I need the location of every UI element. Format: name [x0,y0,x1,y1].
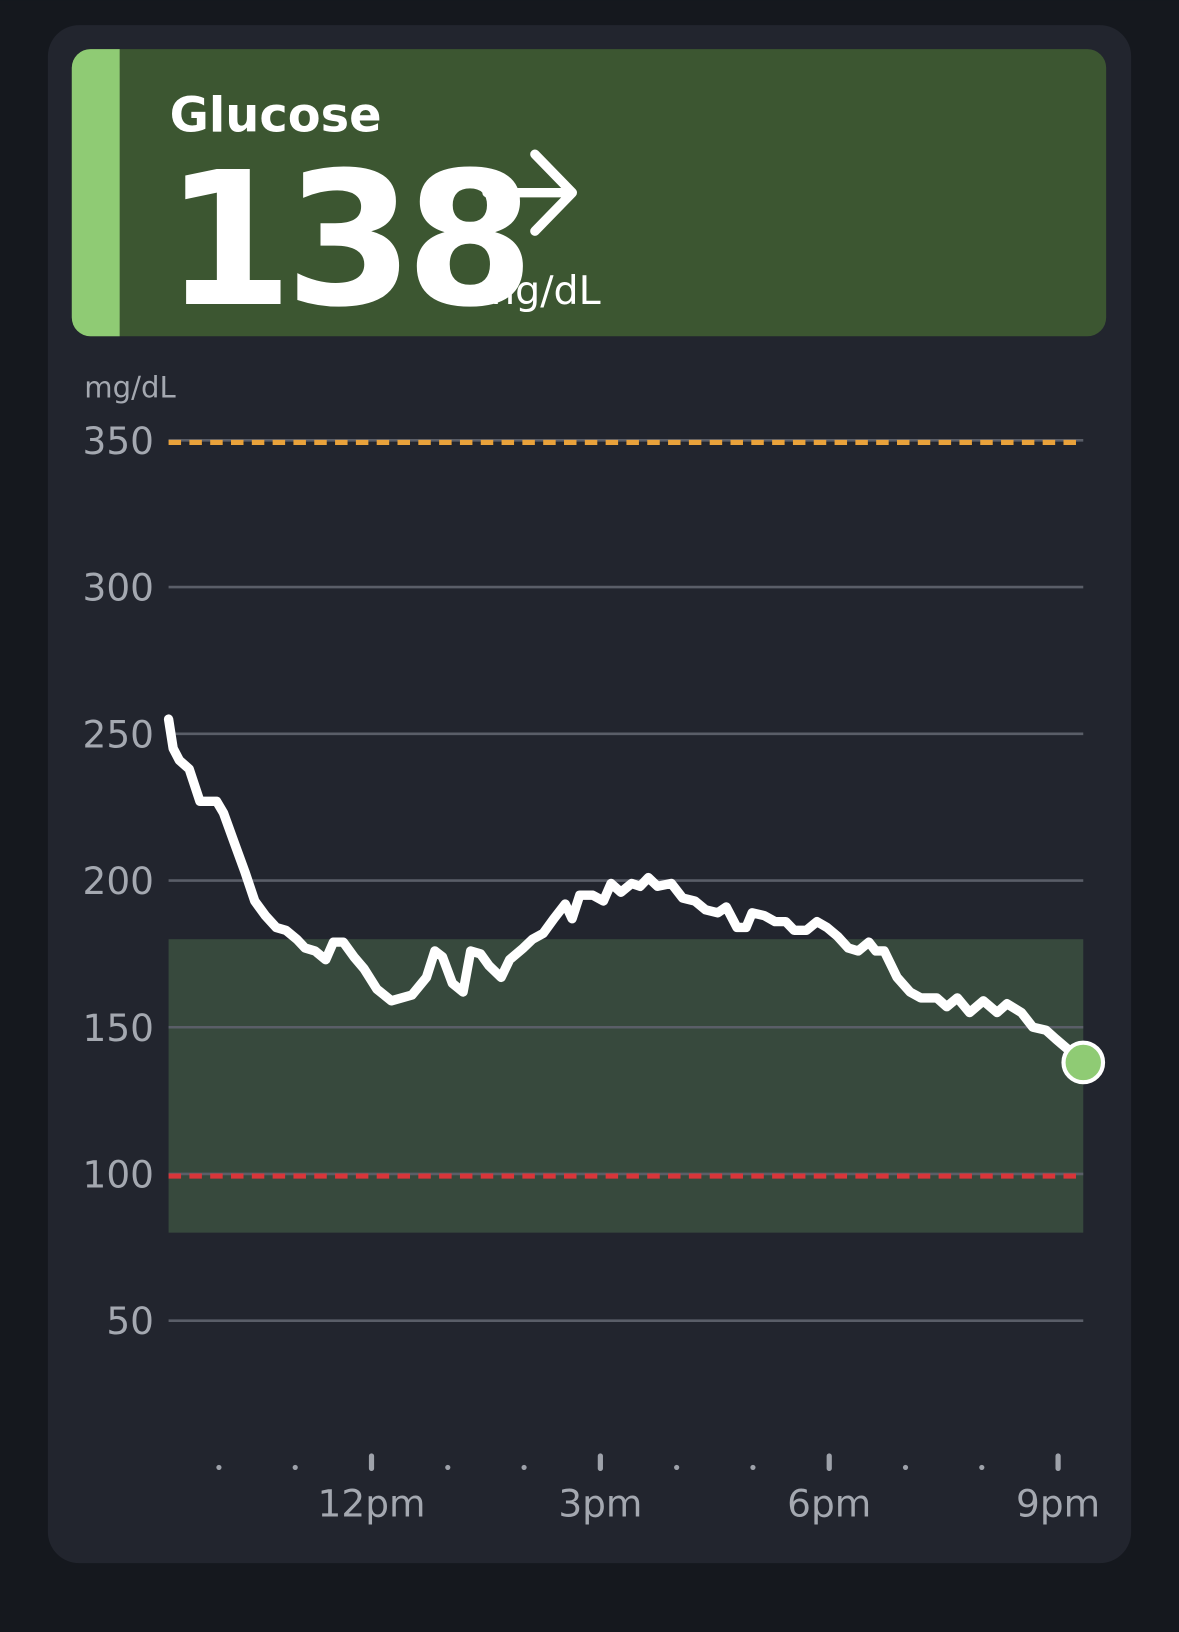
y-tick-label: 350 [83,419,155,463]
x-minor-tick [216,1464,222,1471]
x-minor-tick [521,1464,527,1471]
header-label: Glucose [170,88,382,143]
x-tick-label: 6pm [787,1481,871,1525]
x-tick-label: 3pm [558,1481,642,1525]
header-panel [71,49,1107,337]
y-tick-label: 300 [83,566,155,610]
y-tick-label: 100 [83,1152,155,1196]
y-tick-label: 250 [83,712,155,756]
y-axis-label: mg/dL [84,371,176,405]
plot: 50 100 150 200 250 300 350 12pm 3pm 6pm 9pm [83,419,1106,1525]
x-minor-tick [750,1464,756,1471]
y-tick-label: 150 [83,1006,155,1050]
x-minor-tick [979,1464,985,1471]
header-unit: mg/dL [477,268,601,314]
x-minor-tick [292,1464,298,1471]
y-tick-label: 50 [106,1299,154,1343]
status-strip [71,49,120,337]
x-minor-tick [902,1464,909,1471]
header-value: 138 [164,132,526,348]
x-minor-tick [674,1464,680,1471]
latest-point [1061,1040,1106,1085]
x-tick-label: 12pm [318,1481,426,1525]
x-tick-label: 9pm [1016,1481,1100,1525]
glucose-line [163,714,1088,1068]
target-range [168,939,1084,1233]
x-minor-tick [445,1464,451,1471]
y-tick-label: 200 [83,859,155,903]
trend-arrow [482,149,578,236]
